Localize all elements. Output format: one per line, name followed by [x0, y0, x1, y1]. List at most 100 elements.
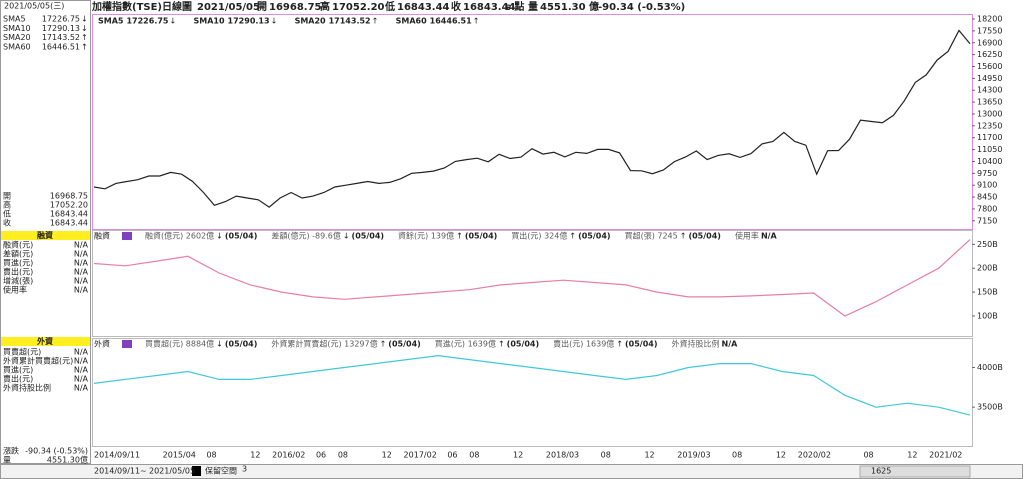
margin-title: 融資: [37, 230, 53, 240]
ohlc-value: 17052.20: [50, 201, 88, 210]
ohlc-value: 16843.44: [50, 210, 88, 219]
price-chart-line: [93, 29, 971, 208]
x-label: 08: [863, 451, 873, 460]
y-tick-label: 9750: [977, 169, 997, 178]
foreign-row-label: 買賣超(元): [3, 347, 41, 357]
footer-reserve: 保留空間: [205, 466, 237, 476]
sma-arrow: ↑: [81, 33, 88, 42]
x-label: 2020/02: [798, 451, 831, 460]
x-label: 2016/02: [272, 451, 305, 460]
footer-scroll: 1625: [871, 467, 891, 476]
legend-value: 16446.51: [430, 17, 472, 26]
legend-text: 外資持股比例: [672, 339, 720, 349]
legend-text: 資餘(元) 139億: [398, 231, 454, 241]
reserve-toggle[interactable]: [192, 466, 201, 476]
legend-arrow: ↑: [380, 340, 387, 349]
legend-date: N/A: [722, 340, 739, 349]
header-volume: 4551.30 億: [540, 0, 599, 13]
y-tick-label: 13000: [977, 109, 1002, 118]
y-tick-label: 7150: [977, 216, 997, 225]
y-tick-label: 18200: [977, 15, 1002, 24]
header-low-label: 低: [384, 0, 395, 13]
margin-row-value: N/A: [74, 277, 89, 286]
y-tick-label: 9100: [977, 181, 997, 190]
header-unit: s 點: [505, 0, 524, 13]
y-tick-label: 11700: [977, 133, 1002, 142]
scrollbar[interactable]: [859, 465, 971, 478]
panel-title: 外資: [94, 339, 110, 349]
foreign-chart-line: [93, 354, 971, 416]
y-tick-label: 8450: [977, 193, 997, 202]
legend-text: 賣出(元) 1639億: [553, 339, 614, 349]
header-low: 16843.44: [397, 2, 450, 13]
ohlc-label: 收: [3, 218, 11, 228]
legend-date: (05/04): [225, 232, 258, 241]
volume-value: 4551.30億: [47, 455, 88, 465]
legend-name: SMA20: [295, 17, 326, 26]
y-tick-label: 16900: [977, 38, 1002, 47]
sma-arrow: ↓: [81, 24, 88, 33]
header-change: -90.34 (-0.53%): [598, 2, 685, 13]
legend-name: SMA10: [194, 17, 225, 26]
foreign-row-value: N/A: [74, 357, 89, 366]
sma-value: 16446.51: [42, 42, 80, 51]
change-value: -90.34 (-0.53%): [25, 447, 88, 456]
ohlc-label: 開: [3, 192, 11, 201]
foreign-title-bg: [1, 337, 90, 346]
x-label: 2014/09/11: [94, 451, 140, 460]
x-label: 2015/04: [163, 451, 196, 460]
header-close: 16843.44: [463, 2, 516, 13]
margin-row-label: 買進(元): [3, 259, 33, 268]
y-tick-label: 250B: [977, 240, 998, 249]
x-label: 2019/03: [677, 451, 710, 460]
margin-row-value: N/A: [74, 268, 89, 277]
foreign-row-label: 買進(元): [3, 366, 33, 375]
margin-panel: [92, 230, 973, 337]
y-tick-label: 15600: [977, 62, 1002, 71]
margin-row-label: 使用率: [3, 285, 27, 295]
foreign-row-value: N/A: [74, 366, 89, 375]
y-tick-label: 10400: [977, 157, 1002, 166]
ohlc-label: 高: [3, 200, 11, 210]
x-label: 08: [206, 451, 216, 460]
sidebar-date: 2021/05/05(三): [4, 2, 64, 11]
footer-end: 2021/05/05: [149, 467, 195, 476]
margin-row-label: 差額(元): [3, 249, 33, 259]
header-open: 16968.75: [269, 2, 322, 13]
legend-value: 17290.13: [228, 17, 270, 26]
sma-arrow: ↓: [81, 15, 88, 24]
sma-arrow: ↑: [81, 42, 88, 51]
panel-icon: [122, 232, 132, 240]
x-label: 2017/02: [404, 451, 437, 460]
legend-text: 使用率: [735, 231, 759, 241]
x-label: 08: [469, 451, 479, 460]
x-label: 08: [732, 451, 742, 460]
y-tick-label: 11050: [977, 145, 1002, 154]
legend-arrow: ↑: [680, 232, 687, 241]
x-label: 06: [316, 451, 326, 460]
legend-date: (05/04): [507, 340, 540, 349]
legend-arrow: ↓: [271, 17, 278, 26]
x-label: 2021/02: [929, 451, 962, 460]
margin-row-label: 增減(張): [3, 276, 33, 286]
legend-arrow: ↑: [372, 17, 379, 26]
legend-date: (05/04): [388, 340, 421, 349]
legend-text: 外資累計買賣超(元) 13297億: [271, 339, 377, 349]
sma-value: 17226.75: [42, 15, 80, 24]
margin-row-label: 賣出(元): [3, 267, 33, 277]
legend-arrow: ↑: [456, 232, 463, 241]
header-high-label: 高: [320, 0, 330, 13]
sma-name: SMA60: [3, 42, 31, 51]
legend-text: 融資(億元) 2602億: [145, 231, 214, 241]
price-panel: [92, 14, 973, 230]
y-tick-label: 17550: [977, 26, 1002, 35]
foreign-row-value: N/A: [74, 384, 89, 393]
y-tick-label: 13650: [977, 98, 1002, 107]
header-symbol: 加權指數(TSE): [91, 0, 162, 13]
y-tick-label: 100B: [977, 311, 998, 320]
volume-label: 量: [3, 456, 11, 465]
panel-icon: [122, 340, 132, 348]
legend-arrow: ↑: [473, 17, 480, 26]
